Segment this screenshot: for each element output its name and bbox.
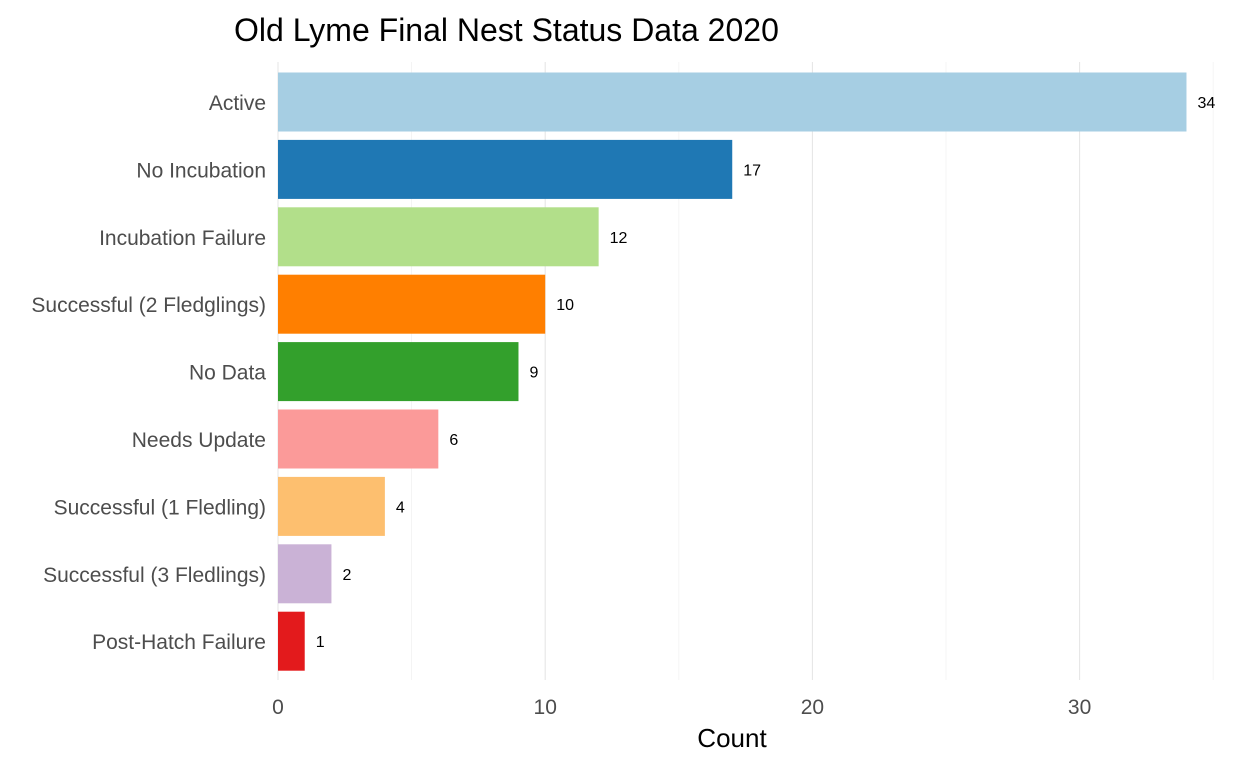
bar <box>278 476 385 536</box>
bar-value-label: 6 <box>449 432 458 449</box>
bars <box>278 72 1187 671</box>
chart-title: Old Lyme Final Nest Status Data 2020 <box>234 12 779 48</box>
category-label: Successful (2 Fledglings) <box>31 294 266 317</box>
bar <box>278 274 546 334</box>
category-label: Active <box>209 92 266 115</box>
bar-value-label: 9 <box>529 365 538 382</box>
bar <box>278 409 439 469</box>
bar <box>278 342 519 402</box>
bar <box>278 207 599 267</box>
x-tick-label: 30 <box>1068 696 1091 719</box>
category-label: Successful (1 Fledling) <box>54 496 266 519</box>
x-axis-label: Count <box>697 723 767 753</box>
x-tick-label: 10 <box>534 696 557 719</box>
bar <box>278 72 1187 132</box>
category-label: No Data <box>189 362 266 385</box>
bar <box>278 611 305 671</box>
bar-value-label: 34 <box>1197 95 1215 112</box>
x-tick-label: 20 <box>801 696 824 719</box>
x-tick-labels: 0 10 20 30 <box>272 696 1091 719</box>
bar-value-label: 17 <box>743 162 761 179</box>
category-labels: Active No Incubation Incubation Failure Suc… <box>31 92 266 654</box>
bar-value-label: 1 <box>316 634 325 651</box>
value-labels: 34 17 12 10 9 6 4 2 1 <box>316 95 1216 651</box>
category-label: Post-Hatch Failure <box>92 631 266 654</box>
category-label: No Incubation <box>136 159 266 182</box>
bar <box>278 139 733 199</box>
bar <box>278 544 332 604</box>
bar-value-label: 4 <box>396 499 405 516</box>
category-label: Incubation Failure <box>99 227 266 250</box>
category-label: Successful (3 Fledlings) <box>43 564 266 587</box>
category-label: Needs Update <box>132 429 266 452</box>
x-tick-label: 0 <box>272 696 284 719</box>
bar-value-label: 10 <box>556 297 574 314</box>
bar-value-label: 2 <box>342 567 351 584</box>
bar-value-label: 12 <box>610 230 628 247</box>
